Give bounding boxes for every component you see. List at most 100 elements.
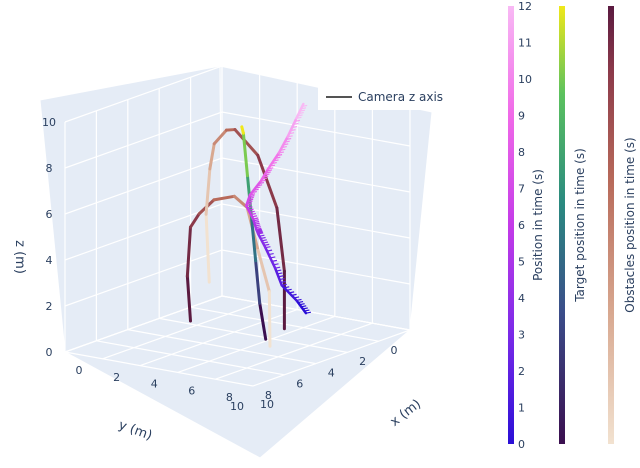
obstacle-2-segment bbox=[232, 194, 249, 209]
x-tick-label: 8 bbox=[226, 391, 233, 404]
position-marker bbox=[296, 116, 302, 119]
position-marker bbox=[261, 177, 268, 180]
grid-line bbox=[64, 295, 411, 353]
position-marker bbox=[273, 263, 279, 266]
position-marker bbox=[254, 220, 260, 224]
position-marker bbox=[283, 143, 289, 146]
target-segment bbox=[250, 216, 258, 263]
obstacle-2-segment bbox=[212, 194, 236, 202]
colorbar-position-tick: 11 bbox=[518, 37, 532, 50]
target-segment bbox=[258, 301, 268, 341]
position-marker bbox=[257, 230, 263, 233]
y-tick-label: 10 bbox=[230, 400, 244, 413]
z-axis-label: z (m) bbox=[12, 240, 27, 274]
colorbar-position-tick: 3 bbox=[518, 329, 525, 342]
obstacle-2-segment bbox=[188, 212, 201, 229]
position-marker bbox=[291, 125, 298, 129]
position-marker bbox=[291, 293, 297, 296]
position-marker bbox=[275, 156, 281, 159]
position-marker bbox=[258, 232, 264, 235]
y-tick-label: 4 bbox=[328, 366, 335, 379]
y-tick-label: 8 bbox=[265, 389, 272, 402]
position-marker bbox=[259, 234, 265, 237]
position-marker bbox=[275, 266, 281, 269]
position-marker bbox=[284, 286, 290, 289]
obstacle-1-segment bbox=[256, 153, 279, 210]
position-marker bbox=[250, 212, 256, 216]
position-marker bbox=[297, 300, 304, 304]
position-marker bbox=[268, 252, 274, 256]
position-marker bbox=[253, 219, 259, 222]
position-marker bbox=[248, 196, 254, 200]
position-marker bbox=[284, 140, 290, 143]
position-marker bbox=[255, 224, 261, 227]
grid-line bbox=[215, 322, 373, 380]
colorbar-obstacles-title: Obstacles position in time (s) bbox=[623, 137, 637, 312]
obstacle-1-segment bbox=[212, 128, 228, 146]
colorbar-position-tick: 5 bbox=[518, 256, 525, 269]
position-marker bbox=[253, 188, 259, 191]
position-marker bbox=[299, 303, 305, 306]
position-marker bbox=[249, 195, 255, 198]
position-marker bbox=[286, 288, 292, 291]
position-marker bbox=[276, 269, 282, 272]
obstacle-2-segment bbox=[185, 225, 192, 278]
x-tick-label: 2 bbox=[113, 371, 120, 384]
position-marker bbox=[298, 111, 304, 115]
position-marker bbox=[300, 107, 307, 110]
colorbar-target: Target position in time (s) bbox=[559, 6, 587, 444]
colorbar-obstacles: Obstacles position in time (s) bbox=[608, 6, 637, 444]
grid-line bbox=[64, 351, 254, 387]
position-marker bbox=[305, 311, 312, 314]
colorbar-position-tick: 7 bbox=[518, 183, 525, 196]
position-marker bbox=[276, 154, 283, 157]
x-tick-label: 4 bbox=[151, 378, 158, 391]
grid-line bbox=[64, 157, 411, 215]
obstacle-1-segment bbox=[233, 128, 260, 157]
z-tick-label: 2 bbox=[46, 300, 53, 313]
colorbar-position-tick: 4 bbox=[518, 292, 525, 305]
colorbar-position-title: Position in time (s) bbox=[531, 169, 545, 281]
traces bbox=[185, 102, 312, 348]
colorbar-position-tick: 1 bbox=[518, 402, 525, 415]
z-tick-label: 4 bbox=[46, 254, 53, 267]
position-marker bbox=[278, 275, 284, 278]
position-marker bbox=[290, 129, 296, 132]
position-marker bbox=[294, 119, 301, 122]
grid-line bbox=[96, 340, 285, 376]
position-marker bbox=[293, 122, 299, 126]
position-marker bbox=[262, 241, 269, 244]
target-segment bbox=[241, 131, 249, 178]
obstacle-1-segment bbox=[275, 206, 286, 273]
position-marker bbox=[301, 305, 307, 308]
position-marker bbox=[260, 236, 266, 240]
position-marker bbox=[281, 145, 287, 149]
position-marker bbox=[264, 243, 270, 246]
colorbar-position-tick: 8 bbox=[518, 146, 525, 159]
position-marker bbox=[248, 208, 254, 211]
position-marker bbox=[287, 135, 293, 138]
position-marker bbox=[280, 148, 286, 151]
y-tick-label: 0 bbox=[391, 344, 398, 357]
colorbar-position-tick: 10 bbox=[518, 73, 532, 86]
position-marker bbox=[265, 246, 271, 249]
position-marker bbox=[249, 193, 256, 196]
position-marker bbox=[297, 114, 303, 117]
obstacle-1-segment bbox=[204, 167, 212, 216]
legend-item-camera-z-axis[interactable]: Camera z axis bbox=[358, 90, 443, 104]
z-tick-label: 0 bbox=[46, 346, 53, 359]
colorbar-position-bar bbox=[508, 6, 514, 444]
legend[interactable]: Camera z axis bbox=[318, 84, 444, 110]
position-marker bbox=[247, 206, 253, 209]
obstacle-1-segment bbox=[208, 142, 216, 171]
colorbar-obstacles-bar bbox=[608, 6, 614, 444]
position-marker bbox=[255, 186, 261, 189]
position-marker bbox=[258, 181, 265, 185]
position-marker bbox=[265, 171, 271, 174]
position-marker bbox=[293, 296, 300, 299]
position-marker bbox=[268, 167, 274, 170]
position-marker bbox=[286, 137, 292, 141]
position-marker bbox=[302, 104, 308, 108]
